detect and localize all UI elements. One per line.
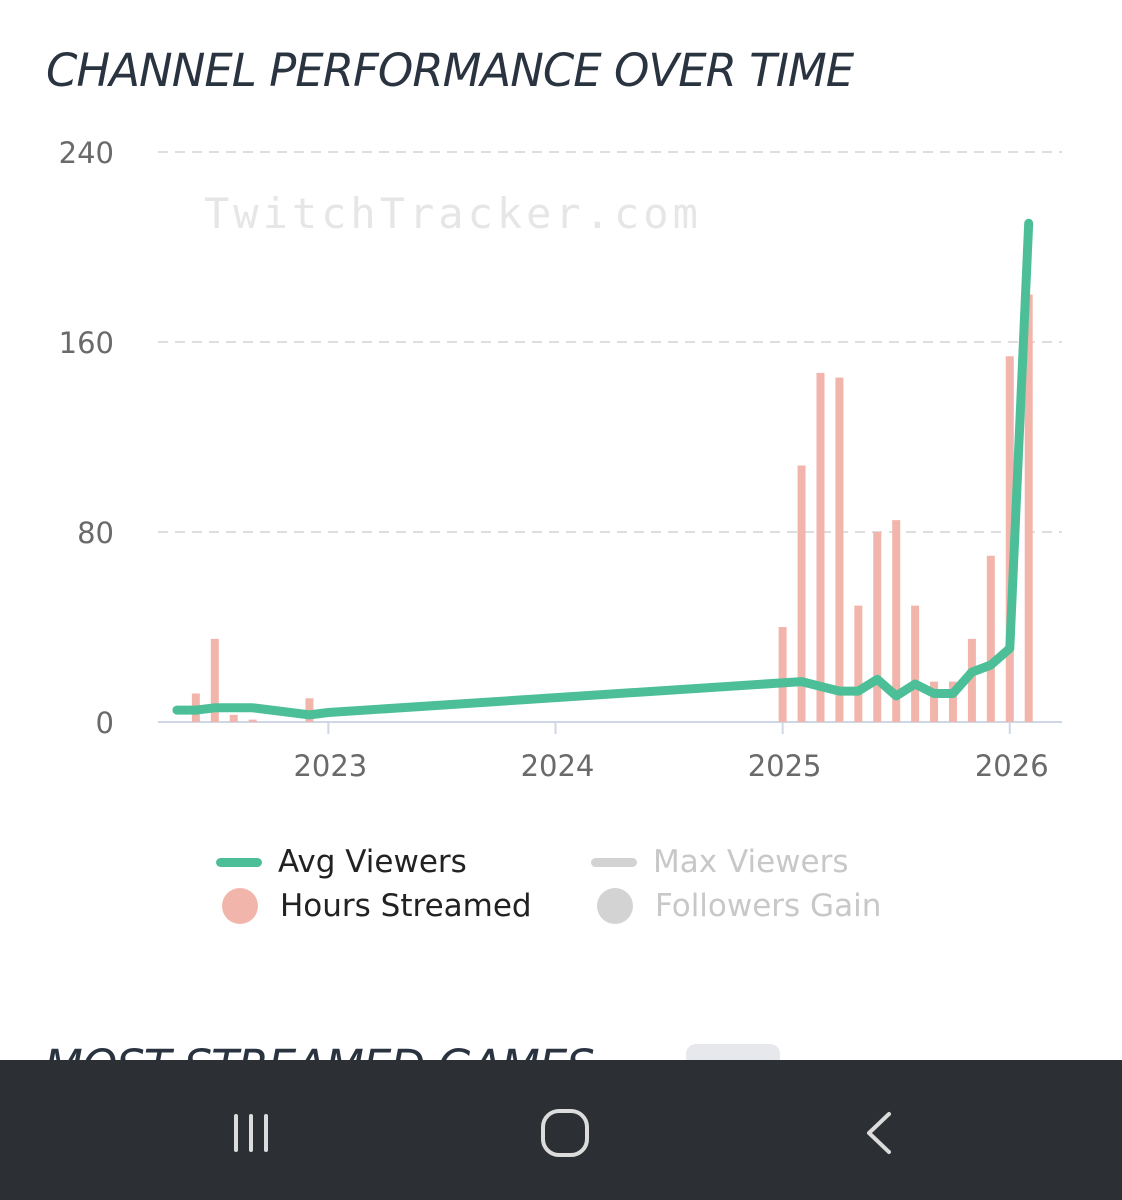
- page-title: CHANNEL PERFORMANCE OVER TIME: [46, 44, 854, 97]
- back-icon: [867, 1112, 891, 1154]
- android-nav-bar: [0, 1060, 1122, 1200]
- hours-streamed-bar: [892, 520, 901, 722]
- y-tick-label: 0: [96, 706, 114, 740]
- legend-avg-viewers[interactable]: Avg Viewers: [216, 842, 467, 882]
- hours-streamed-bar: [797, 465, 806, 722]
- performance-chart: 0 80 160 240 TwitchTracker.com 2023 2024 2025 20…: [59, 136, 1062, 783]
- hours-streamed-bar: [229, 714, 238, 722]
- hours-streamed-bar: [778, 627, 787, 722]
- legend-max-viewers[interactable]: Max Viewers: [591, 842, 849, 882]
- dot-swatch-icon: [222, 888, 258, 924]
- chart-legend: Avg Viewers Hours Streamed Max Viewers F…: [0, 840, 1122, 950]
- line-swatch-icon: [591, 857, 637, 867]
- y-tick-label: 240: [59, 136, 114, 170]
- x-tick-label: 2023: [293, 749, 367, 783]
- hours-streamed-bar: [854, 605, 863, 722]
- avg-viewers-line: [172, 218, 1034, 720]
- hours-streamed-bar: [911, 605, 920, 722]
- recents-icon: [234, 1114, 268, 1152]
- hours-streamed-bar: [210, 638, 219, 722]
- x-tick-label: 2025: [748, 749, 822, 783]
- line-swatch-icon: [216, 857, 262, 867]
- hours-streamed-bar: [816, 372, 825, 722]
- back-button[interactable]: [830, 1088, 930, 1178]
- watermark-text: TwitchTracker.com: [204, 189, 702, 238]
- y-tick-label: 160: [59, 326, 114, 360]
- recents-button[interactable]: [201, 1088, 301, 1178]
- home-button[interactable]: [515, 1088, 615, 1178]
- x-tick-label: 2026: [975, 749, 1049, 783]
- home-icon: [541, 1109, 589, 1157]
- hours-streamed-bar: [986, 555, 995, 722]
- hours-streamed-bar: [930, 681, 939, 722]
- dot-swatch-icon: [597, 888, 633, 924]
- legend-followers-gain[interactable]: Followers Gain: [597, 886, 881, 926]
- legend-label: Followers Gain: [655, 888, 882, 924]
- y-tick-label: 80: [77, 516, 114, 550]
- hours-streamed-bar: [305, 698, 314, 722]
- legend-hours-streamed[interactable]: Hours Streamed: [222, 886, 532, 926]
- hours-streamed-bar: [873, 532, 882, 722]
- hours-streamed-bar: [948, 681, 957, 722]
- hours-streamed-bar: [1005, 356, 1014, 722]
- hours-streamed-bar: [1024, 294, 1033, 722]
- x-tick-label: 2024: [521, 749, 595, 783]
- legend-label: Max Viewers: [653, 844, 849, 880]
- hours-streamed-bar: [248, 719, 257, 722]
- legend-label: Hours Streamed: [280, 888, 532, 924]
- hours-streamed-bar: [967, 638, 976, 722]
- legend-label: Avg Viewers: [278, 844, 467, 880]
- hours-streamed-bar: [835, 377, 844, 722]
